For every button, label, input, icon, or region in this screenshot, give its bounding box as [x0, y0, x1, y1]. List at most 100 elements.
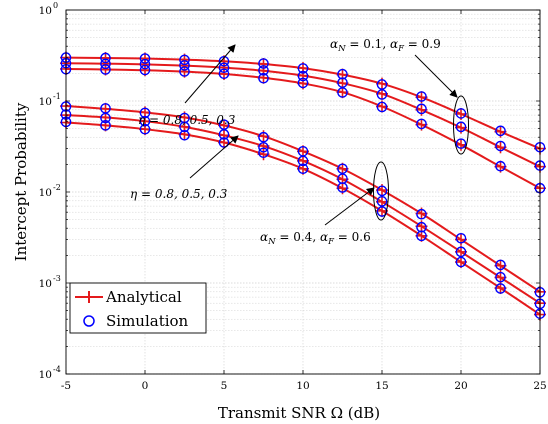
arrow-alpha-low: [324, 187, 375, 226]
arrow-alpha-high: [414, 54, 458, 98]
simulation-point-0-2: [139, 53, 151, 64]
alpha-low-symbol-f: α: [320, 230, 328, 244]
y-tick-label-4: 10: [39, 5, 52, 17]
simulation-point-1-5: [258, 65, 269, 76]
simulation-point-4-5: [258, 141, 269, 153]
simulation-point-2-1: [100, 64, 111, 75]
simulation-point-0-8: [376, 79, 388, 90]
alpha-high-val-f: = 0.9: [404, 37, 441, 51]
arrow-eta-high: [184, 44, 236, 104]
simulation-point-3-8: [376, 185, 388, 197]
ellipse-alpha-low-group: [373, 161, 389, 221]
simulation-point-5-10: [455, 256, 467, 268]
y-tick-label-exp-1: -3: [53, 274, 61, 283]
simulation-point-0-6: [297, 63, 309, 74]
simulation-point-2-2: [139, 64, 151, 76]
y-tick-label-2: 10: [39, 187, 52, 199]
simulation-point-3-10: [455, 232, 467, 244]
simulation-point-4-1: [100, 112, 111, 124]
simulation-point-2-5: [258, 72, 269, 84]
simulation-point-2-6: [297, 77, 309, 89]
simulation-point-4-2: [139, 115, 151, 127]
legend-label-simulation: Simulation: [106, 312, 189, 330]
simulation-point-5-9: [416, 230, 427, 242]
simulation-point-1-8: [376, 89, 388, 100]
simulation-point-4-4: [218, 129, 230, 140]
simulation-point-3-11: [495, 259, 506, 271]
simulation-point-1-9: [416, 103, 427, 115]
simulation-point-3-2: [139, 107, 151, 119]
simulation-point-5-11: [495, 283, 506, 294]
simulation-point-2-8: [376, 101, 388, 113]
simulation-point-2-7: [337, 87, 348, 98]
y-tick-label-3: 10: [39, 96, 52, 108]
simulation-point-0-5: [258, 58, 269, 69]
simulation-point-0-4: [218, 56, 230, 67]
simulation-point-4-10: [455, 246, 467, 258]
simulation-point-5-6: [297, 163, 309, 175]
simulation-point-1-2: [139, 58, 151, 70]
legend-marker-simulation: [83, 315, 95, 327]
x-tick-label-2: 5: [221, 380, 228, 392]
y-tick-label-exp-2: -2: [53, 183, 61, 192]
alpha-low-sub-n: N: [267, 237, 276, 247]
plot-axes: [65, 9, 541, 375]
simulation-point-1-6: [297, 70, 309, 82]
simulation-point-3-5: [258, 131, 269, 143]
simulation-point-1-3: [179, 60, 190, 71]
simulation-point-2-11: [495, 160, 506, 172]
simulation-point-2-9: [416, 118, 427, 130]
simulation-point-1-10: [455, 121, 467, 133]
y-axis-title: Intercept Probability: [12, 102, 30, 261]
alpha-high-val-n: = 0.1,: [346, 37, 390, 51]
simulation-point-0-7: [337, 68, 348, 80]
simulation-point-5-5: [258, 147, 269, 159]
simulation-point-0-3: [179, 54, 190, 66]
simulation-point-2-4: [218, 68, 230, 80]
simulation-point-4-3: [179, 121, 190, 133]
x-tick-label-3: 10: [296, 380, 309, 392]
simulation-point-5-4: [218, 137, 230, 148]
alpha-high-symbol-f: α: [390, 37, 398, 51]
legend: Analytical Simulation: [69, 282, 207, 334]
simulation-point-5-7: [337, 182, 348, 193]
alpha-high-symbol-n: α: [330, 37, 338, 51]
x-axis-title: Transmit SNR Ω (dB): [218, 404, 380, 422]
y-tick-label-exp-0: -4: [53, 365, 61, 374]
simulation-point-0-9: [416, 91, 427, 102]
alpha-low-symbol-n: α: [260, 230, 268, 244]
legend-label-analytical: Analytical: [105, 288, 182, 306]
simulation-point-1-11: [495, 140, 506, 152]
simulation-point-3-7: [337, 163, 348, 175]
simulation-point-4-6: [297, 155, 309, 167]
simulation-point-5-1: [100, 120, 111, 131]
alpha-low-val-n: = 0.4,: [276, 230, 320, 244]
x-tick-label-5: 20: [454, 380, 467, 392]
y-tick-label-0: 10: [39, 369, 52, 381]
alpha-high-sub-f: F: [397, 44, 405, 54]
alpha-high-sub-n: N: [337, 44, 346, 54]
simulation-point-5-3: [179, 129, 190, 141]
y-tick-label-exp-3: -1: [53, 92, 61, 101]
annotation-eta-high: η = 0.8, 0.5, 0.3: [138, 113, 236, 127]
annotations: η = 0.8, 0.5, 0.3 η = 0.8, 0.5, 0.3 αN =…: [130, 37, 469, 247]
y-tick-label-1: 10: [39, 278, 52, 290]
x-tick-label-1: 0: [142, 380, 149, 392]
x-tick-label-0: -5: [61, 380, 71, 392]
simulation-point-0-11: [495, 125, 506, 137]
x-tick-label-4: 15: [375, 380, 388, 392]
alpha-low-sub-f: F: [327, 237, 335, 247]
x-tick-label-6: 25: [533, 380, 546, 392]
y-tick-label-exp-4: 0: [53, 1, 58, 10]
simulation-point-1-4: [218, 62, 230, 74]
simulation-point-4-11: [495, 271, 506, 283]
arrow-eta-low: [189, 135, 239, 179]
simulation-point-5-2: [139, 123, 151, 135]
annotation-alpha-high: αN = 0.1, αF = 0.9: [330, 37, 441, 54]
annotation-eta-low: η = 0.8, 0.5, 0.3: [130, 187, 228, 201]
simulation-point-0-10: [455, 108, 467, 119]
alpha-low-val-f: = 0.6: [334, 230, 371, 244]
simulation-point-3-9: [416, 208, 427, 220]
